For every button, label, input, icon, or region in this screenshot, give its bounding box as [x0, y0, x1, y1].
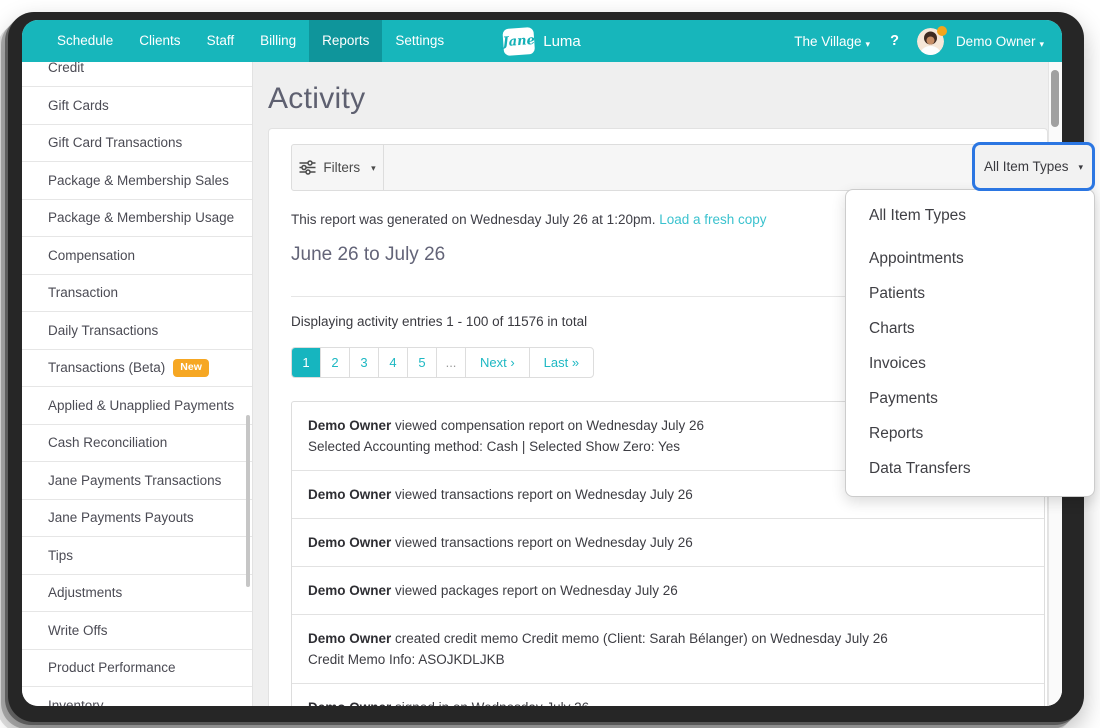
- notification-dot: [936, 25, 947, 36]
- top-nav: Schedule Clients Staff Billing Reports S…: [22, 20, 1062, 62]
- dropdown-item-data-transfers[interactable]: Data Transfers: [869, 459, 971, 477]
- avatar[interactable]: [916, 25, 947, 55]
- pagination-row: 1 2 3 4 5 ... Next › Last »: [291, 347, 1045, 378]
- next-page-button[interactable]: Next ›: [466, 348, 530, 377]
- activity-entry: Demo Owner viewed transactions report on…: [292, 519, 1044, 567]
- avatar-image: [916, 27, 944, 55]
- dropdown-item-reports[interactable]: Reports: [869, 424, 924, 442]
- sidebar-item-write-offs[interactable]: Write Offs: [22, 612, 252, 650]
- activity-entry: Demo Owner created credit memo Credit me…: [292, 615, 1044, 684]
- sidebar-item-gift-cards[interactable]: Gift Cards: [22, 87, 252, 125]
- filter-toolbar: Filters ▾: [291, 144, 1045, 191]
- page-ellipsis: ...: [437, 348, 466, 377]
- entry-line: Demo Owner signed in on Wednesday July 2…: [308, 698, 1028, 706]
- sidebar-item-jane-payments-payouts[interactable]: Jane Payments Payouts: [22, 500, 252, 537]
- page-title: Activity: [268, 82, 366, 115]
- sidebar-item-adjustments[interactable]: Adjustments: [22, 575, 252, 612]
- sliders-icon: [299, 160, 316, 175]
- chevron-down-icon: ▾: [1039, 38, 1044, 49]
- dropdown-item-invoices[interactable]: Invoices: [869, 354, 926, 372]
- pagination: 1 2 3 4 5 ... Next › Last »: [291, 347, 595, 378]
- sidebar-item-applied-unapplied-payments[interactable]: Applied & Unapplied Payments: [22, 387, 252, 425]
- brand: Jane Luma: [502, 20, 581, 62]
- sidebar-item-inventory[interactable]: Inventory: [22, 687, 252, 706]
- sidebar-item-transactions-beta[interactable]: Transactions (Beta) New: [22, 350, 252, 387]
- entry-detail: Selected Accounting method: Cash | Selec…: [308, 439, 680, 454]
- activity-entry: Demo Owner viewed compensation report on…: [292, 402, 1044, 471]
- item-types-label: All Item Types: [983, 159, 1069, 174]
- sidebar-item-tips[interactable]: Tips: [22, 537, 252, 575]
- sidebar-item-compensation[interactable]: Compensation: [22, 237, 252, 275]
- nav-item-schedule[interactable]: Schedule: [57, 33, 114, 48]
- divider: [291, 296, 1045, 297]
- nav-item-reports[interactable]: Reports: [309, 20, 383, 62]
- jane-logo-text: Jane: [502, 32, 536, 50]
- dropdown-item-appointments[interactable]: Appointments: [869, 249, 964, 267]
- page-button-4[interactable]: 4: [379, 348, 408, 377]
- user-menu[interactable]: Demo Owner ▾: [956, 34, 1044, 49]
- nav-item-billing[interactable]: Billing: [260, 33, 297, 48]
- chevron-down-icon: ▾: [1078, 162, 1084, 172]
- main-scrollbar-thumb[interactable]: [1051, 70, 1059, 127]
- last-page-button[interactable]: Last »: [543, 355, 580, 370]
- sidebar-item-package-membership-usage[interactable]: Package & Membership Usage: [22, 200, 252, 237]
- page-button-5[interactable]: 5: [408, 348, 437, 377]
- load-fresh-copy-link[interactable]: Load a fresh copy: [659, 212, 767, 227]
- filters-button[interactable]: Filters ▾: [292, 145, 384, 190]
- sidebar-item-daily-transactions[interactable]: Daily Transactions: [22, 312, 252, 350]
- entry-line: Demo Owner created credit memo Credit me…: [308, 631, 888, 646]
- chevron-down-icon: ▾: [865, 38, 871, 49]
- help-button[interactable]: ?: [890, 33, 899, 49]
- nav-item-staff[interactable]: Staff: [206, 33, 235, 48]
- sidebar-scrollbar[interactable]: [246, 415, 250, 587]
- dropdown-item-all-item-types[interactable]: All Item Types: [869, 206, 967, 224]
- entry-line: Demo Owner viewed transactions report on…: [308, 487, 693, 502]
- activity-entry: Demo Owner viewed transactions report on…: [292, 471, 1044, 519]
- date-range: June 26 to July 26: [291, 244, 446, 265]
- filters-label: Filters: [323, 160, 361, 175]
- nav-item-clients[interactable]: Clients: [139, 33, 181, 48]
- report-list: Credit Gift Cards Gift Card Transactions…: [22, 62, 252, 706]
- nav-menu: Schedule Clients Staff Billing Reports S…: [22, 20, 457, 62]
- new-badge: New: [173, 358, 209, 377]
- sidebar-item-jane-payments-transactions[interactable]: Jane Payments Transactions: [22, 462, 252, 500]
- page-button-2[interactable]: 2: [321, 348, 350, 377]
- sidebar-item-cash-reconciliation[interactable]: Cash Reconciliation: [22, 425, 252, 462]
- entry-line: Demo Owner viewed compensation report on…: [308, 418, 704, 433]
- dropdown-item-charts[interactable]: Charts: [869, 319, 915, 337]
- page-button-3[interactable]: 3: [350, 348, 379, 377]
- sidebar-item-transaction[interactable]: Transaction: [22, 275, 252, 312]
- chevron-down-icon: ▾: [371, 163, 376, 173]
- entry-line: Demo Owner viewed transactions report on…: [308, 535, 693, 550]
- reports-sidebar: Credit Gift Cards Gift Card Transactions…: [22, 62, 253, 706]
- entry-line: Demo Owner viewed packages report on Wed…: [308, 583, 678, 598]
- clinic-name: The Village: [794, 33, 862, 49]
- nav-right: The Village ▾ ? Demo Owner ▾: [794, 25, 1062, 55]
- clinic-selector[interactable]: The Village ▾: [794, 34, 870, 49]
- jane-logo-icon: Jane: [502, 26, 536, 56]
- dropdown-item-payments[interactable]: Payments: [869, 389, 938, 407]
- nav-item-settings[interactable]: Settings: [395, 33, 445, 48]
- sidebar-item-product-performance[interactable]: Product Performance: [22, 650, 252, 687]
- report-generated-text: This report was generated on Wednesday J…: [291, 212, 767, 227]
- page-button-1[interactable]: 1: [292, 348, 321, 377]
- sidebar-item-gift-card-transactions[interactable]: Gift Card Transactions: [22, 125, 252, 162]
- dropdown-item-patients[interactable]: Patients: [869, 284, 926, 302]
- activity-entry: Demo Owner signed in on Wednesday July 2…: [292, 684, 1044, 706]
- item-types-dropdown-menu: All Item Types Appointments Patients Cha…: [845, 189, 1095, 497]
- app-name: Luma: [543, 32, 581, 50]
- activity-entry: Demo Owner viewed packages report on Wed…: [292, 567, 1044, 615]
- entry-detail: Credit Memo Info: ASOJKDLJKB: [308, 652, 505, 667]
- sidebar-item-package-membership-sales[interactable]: Package & Membership Sales: [22, 162, 252, 200]
- sidebar-item-credit[interactable]: Credit: [22, 62, 252, 87]
- entries-count-text: Displaying activity entries 1 - 100 of 1…: [291, 314, 588, 329]
- item-types-dropdown-button[interactable]: All Item Types ▾: [972, 142, 1095, 191]
- user-name: Demo Owner: [955, 33, 1036, 49]
